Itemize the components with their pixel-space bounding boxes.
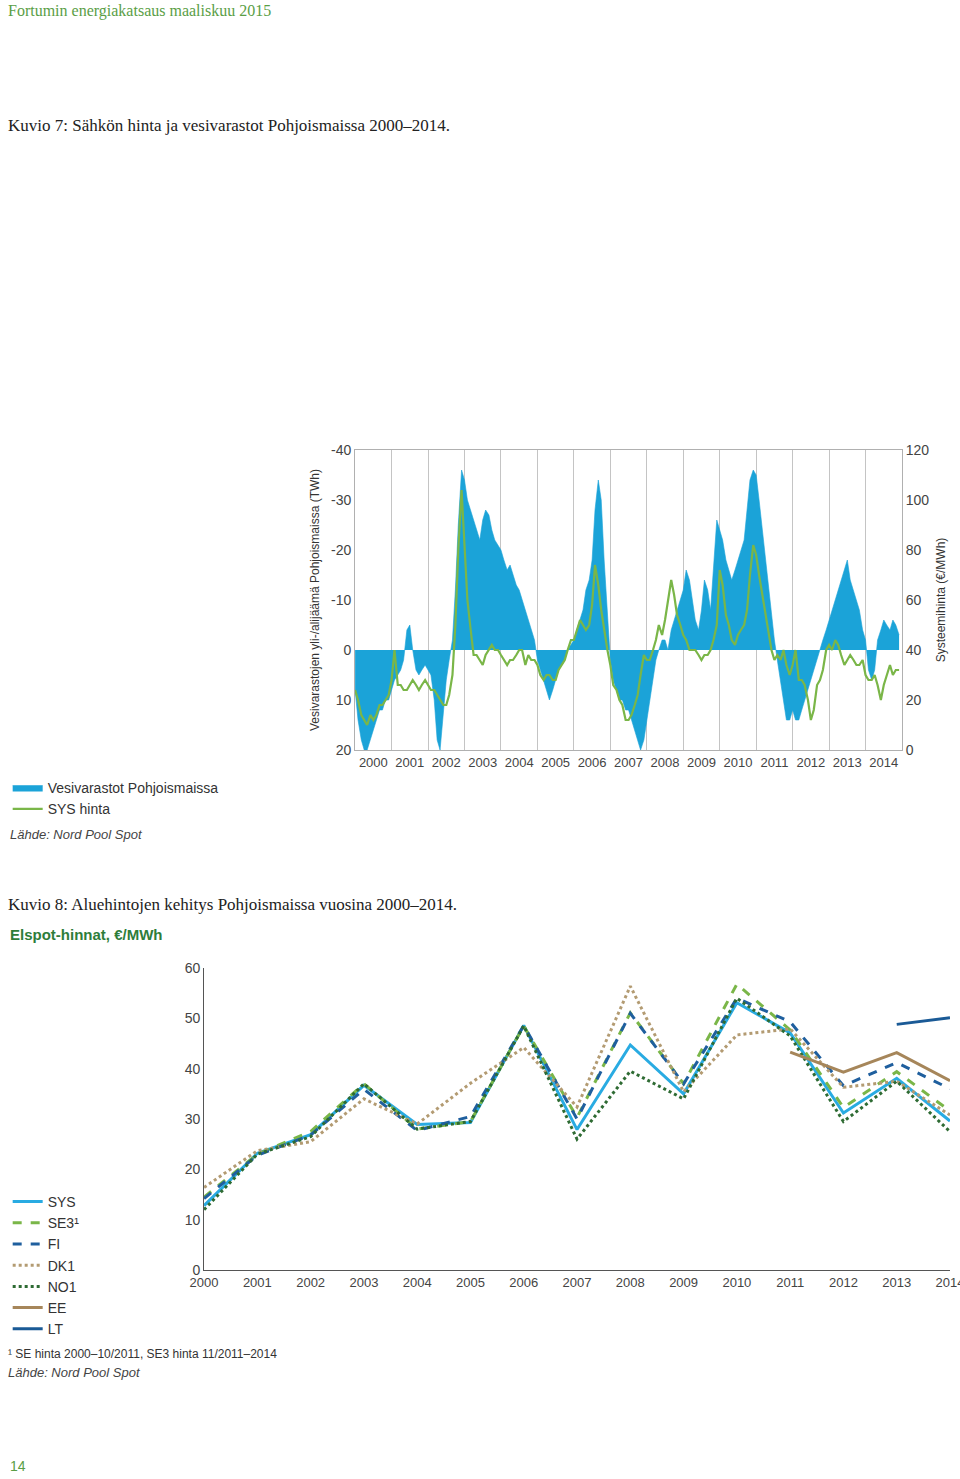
svg-text:2004: 2004: [403, 1275, 432, 1290]
svg-text:2008: 2008: [616, 1275, 645, 1290]
svg-text:60: 60: [906, 592, 922, 608]
svg-text:20: 20: [185, 1161, 201, 1177]
svg-text:100: 100: [906, 492, 930, 508]
svg-text:2012: 2012: [796, 755, 825, 770]
svg-text:2010: 2010: [723, 755, 752, 770]
svg-text:60: 60: [185, 960, 201, 976]
svg-text:-20: -20: [331, 542, 351, 558]
svg-text:10: 10: [185, 1212, 201, 1228]
svg-text:Vesivarastojen yli-/alijäämä P: Vesivarastojen yli-/alijäämä Pohjoismais…: [308, 469, 322, 731]
svg-text:2013: 2013: [882, 1275, 911, 1290]
svg-text:2001: 2001: [243, 1275, 272, 1290]
html-text:Kuvio 8: Aluehintojen kehitys: Kuvio 8: Aluehintojen kehitys Pohjoismai…: [8, 895, 458, 914]
svg-text:0: 0: [192, 1262, 200, 1278]
svg-text:0: 0: [344, 642, 352, 658]
svg-text:2009: 2009: [687, 755, 716, 770]
svg-text:2012: 2012: [829, 1275, 858, 1290]
svg-text:EE: EE: [48, 1300, 67, 1316]
svg-text:2009: 2009: [669, 1275, 698, 1290]
svg-text:-40: -40: [331, 442, 351, 458]
svg-text:2002: 2002: [432, 755, 461, 770]
svg-text:2013: 2013: [833, 755, 862, 770]
svg-text:Vesivarastot Pohjoismaissa: Vesivarastot Pohjoismaissa: [48, 780, 219, 796]
svg-text:SYS: SYS: [48, 1194, 76, 1210]
html-text:Elspot-hinnat, €/MWh: Elspot-hinnat, €/MWh: [10, 926, 163, 943]
svg-text:LT: LT: [48, 1321, 64, 1337]
svg-text:2014: 2014: [869, 755, 898, 770]
html-text:Fortumin energiakatsaus maalis: Fortumin energiakatsaus maaliskuu 2015: [8, 2, 272, 19]
svg-text:2003: 2003: [468, 755, 497, 770]
svg-text:0: 0: [906, 742, 914, 758]
svg-text:20: 20: [906, 692, 922, 708]
svg-text:2007: 2007: [563, 1275, 592, 1290]
svg-text:NO1: NO1: [48, 1279, 77, 1295]
svg-text:40: 40: [185, 1061, 201, 1077]
svg-text:2006: 2006: [509, 1275, 538, 1290]
html-text:14: 14: [10, 1458, 26, 1474]
html-text:¹ SE hinta 2000–10/2011, SE3 h: ¹ SE hinta 2000–10/2011, SE3 hinta 11/20…: [8, 1347, 277, 1361]
svg-text:SYS hinta: SYS hinta: [48, 801, 110, 817]
svg-text:2008: 2008: [651, 755, 680, 770]
svg-text:-10: -10: [331, 592, 351, 608]
svg-text:2011: 2011: [776, 1275, 804, 1290]
html-text:Kuvio 7: Sähkön hinta ja vesiv: Kuvio 7: Sähkön hinta ja vesivarastot Po…: [8, 116, 450, 135]
svg-text:2003: 2003: [349, 1275, 378, 1290]
svg-text:DK1: DK1: [48, 1258, 75, 1274]
svg-text:2005: 2005: [541, 755, 570, 770]
svg-text:-30: -30: [331, 492, 351, 508]
svg-text:20: 20: [336, 742, 352, 758]
svg-text:SE3¹: SE3¹: [48, 1215, 79, 1231]
svg-text:2006: 2006: [578, 755, 607, 770]
svg-text:2014: 2014: [936, 1275, 960, 1290]
svg-text:10: 10: [336, 692, 352, 708]
svg-text:2007: 2007: [614, 755, 643, 770]
svg-text:2002: 2002: [296, 1275, 325, 1290]
html-text:Lähde: Nord Pool Spot: Lähde: Nord Pool Spot: [8, 1365, 140, 1380]
svg-text:120: 120: [906, 442, 930, 458]
svg-text:2001: 2001: [395, 755, 424, 770]
svg-text:30: 30: [185, 1111, 201, 1127]
svg-text:2004: 2004: [505, 755, 534, 770]
svg-text:Systeemihinta (€/MWh): Systeemihinta (€/MWh): [934, 538, 948, 663]
svg-text:80: 80: [906, 542, 922, 558]
svg-text:2000: 2000: [190, 1275, 219, 1290]
svg-text:40: 40: [906, 642, 922, 658]
svg-text:50: 50: [185, 1010, 201, 1026]
svg-text:2000: 2000: [359, 755, 388, 770]
html-text:Lähde: Nord Pool Spot: Lähde: Nord Pool Spot: [10, 827, 142, 842]
svg-text:2010: 2010: [722, 1275, 751, 1290]
svg-text:2011: 2011: [760, 755, 788, 770]
svg-text:FI: FI: [48, 1236, 60, 1252]
svg-text:2005: 2005: [456, 1275, 485, 1290]
